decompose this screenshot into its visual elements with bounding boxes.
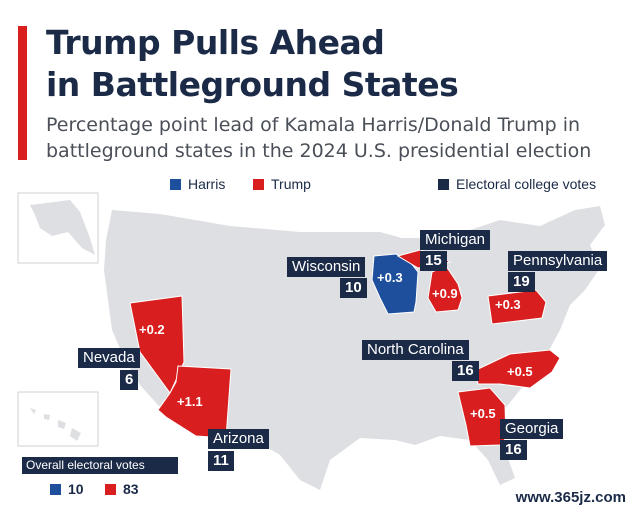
wisconsin-name-badge: Wisconsin (287, 257, 366, 277)
north-carolina-name-badge: North Carolina (362, 340, 469, 360)
wisconsin-lead: +0.3 (377, 270, 403, 285)
overall-votes-title: Overall electoral votes (22, 457, 178, 474)
legend-electoral: Electoral college votes (438, 176, 596, 192)
chart-title: Trump Pulls Ahead in Battleground States (46, 22, 616, 106)
subtitle-line-1: Percentage point lead of Kamala Harris/D… (46, 114, 581, 136)
chart-subtitle: Percentage point lead of Kamala Harris/D… (46, 112, 626, 164)
alaska-shape (30, 200, 95, 255)
hawaii-inset-frame (17, 391, 99, 447)
michigan-name-badge: Michigan (420, 230, 491, 250)
michigan-votes-badge: 15 (420, 251, 447, 271)
arizona-name-badge: Arizona (208, 429, 269, 449)
nevada-lead: +0.2 (139, 322, 165, 337)
georgia-votes-badge: 16 (500, 440, 527, 460)
pennsylvania-votes-badge: 19 (508, 272, 535, 292)
electoral-swatch (438, 178, 449, 190)
north-carolina-votes-badge: 16 (452, 361, 479, 381)
arizona-votes-badge: 11 (208, 451, 234, 471)
nevada-name-badge: Nevada (78, 348, 140, 368)
overall-harris: 10 (50, 481, 84, 497)
georgia-lead: +0.5 (470, 406, 496, 421)
pennsylvania-name-badge: Pennsylvania (508, 251, 608, 271)
michigan-lead: +0.9 (432, 286, 458, 301)
wisconsin-votes-badge: 10 (340, 278, 367, 298)
overall-trump: 83 (105, 481, 139, 497)
subtitle-line-2: battleground states in the 2024 U.S. pre… (46, 140, 592, 162)
overall-harris-swatch (50, 483, 61, 495)
title-line-2: in Battleground States (46, 65, 459, 104)
pennsylvania-lead: +0.3 (495, 297, 521, 312)
georgia-name-badge: Georgia (500, 419, 564, 439)
legend-electoral-label: Electoral college votes (456, 176, 597, 192)
title-line-1: Trump Pulls Ahead (46, 23, 385, 62)
legend-trump: Trump (253, 176, 311, 192)
alaska-inset-frame (17, 192, 99, 264)
overall-trump-swatch (105, 483, 116, 495)
overall-trump-votes: 83 (123, 481, 139, 497)
legend-harris: Harris (170, 176, 225, 192)
accent-bar (18, 26, 27, 160)
overall-harris-votes: 10 (68, 481, 84, 497)
north-carolina-shape (475, 349, 561, 389)
legend-trump-label: Trump (271, 176, 311, 192)
trump-swatch (253, 178, 264, 190)
arizona-lead: +1.1 (177, 394, 203, 409)
michigan-lp-shape (427, 265, 463, 313)
harris-swatch (170, 178, 181, 190)
watermark: www.365jz.com (509, 487, 632, 508)
nevada-votes-badge: 6 (120, 370, 139, 390)
legend-harris-label: Harris (188, 176, 226, 192)
arizona-shape (157, 365, 232, 439)
hawaii-shape (30, 408, 81, 441)
north-carolina-lead: +0.5 (507, 364, 533, 379)
